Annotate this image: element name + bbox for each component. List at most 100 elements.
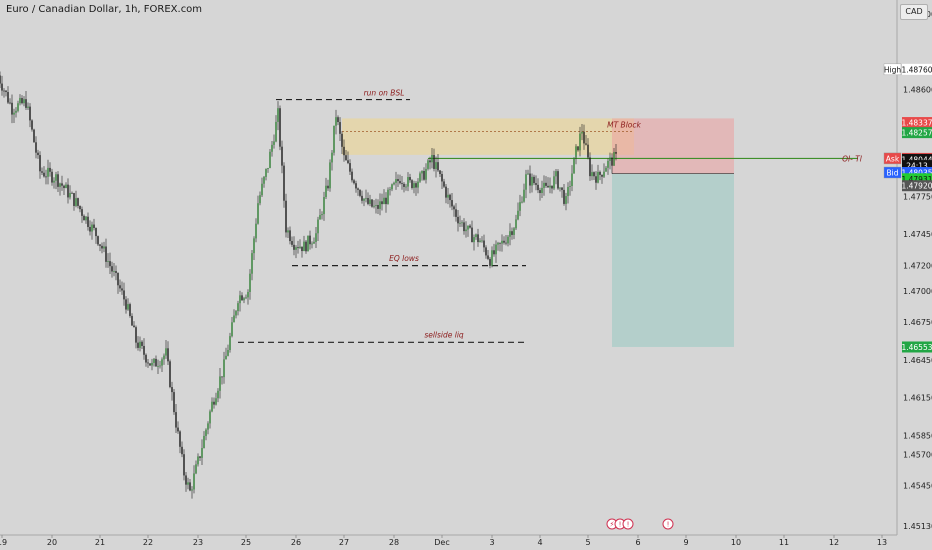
candle[interactable] [81, 206, 83, 223]
candle[interactable] [523, 183, 525, 203]
economic-event-icon[interactable]: ! [662, 518, 674, 530]
candle[interactable] [149, 363, 151, 366]
candle[interactable] [251, 250, 253, 281]
candle[interactable] [607, 158, 609, 175]
candle[interactable] [273, 134, 275, 149]
candle[interactable] [229, 332, 231, 353]
candle[interactable] [383, 189, 385, 205]
candle[interactable] [369, 194, 371, 207]
candle[interactable] [347, 151, 349, 165]
candle[interactable] [57, 171, 59, 193]
candle[interactable] [467, 225, 469, 237]
candle[interactable] [241, 292, 243, 301]
candle[interactable] [321, 211, 323, 220]
candle[interactable] [533, 174, 535, 186]
candle[interactable] [195, 460, 197, 475]
price-tag[interactable]: 1.48337 [901, 117, 932, 129]
candle[interactable] [143, 338, 145, 360]
candle[interactable] [69, 185, 71, 200]
candle[interactable] [603, 163, 605, 179]
candle[interactable] [597, 164, 599, 184]
candle[interactable] [495, 240, 497, 263]
candle[interactable] [0, 71, 1, 89]
candle[interactable] [393, 181, 395, 186]
candle[interactable] [559, 187, 561, 192]
candle[interactable] [263, 175, 265, 188]
candle[interactable] [165, 339, 167, 359]
candle[interactable] [443, 178, 445, 189]
candle[interactable] [461, 220, 463, 227]
candle[interactable] [391, 183, 393, 192]
candle[interactable] [65, 182, 67, 189]
candle[interactable] [483, 234, 485, 253]
annotation-label[interactable]: sellside liq [424, 331, 464, 340]
candle[interactable] [191, 486, 193, 499]
candle[interactable] [417, 178, 419, 194]
candle[interactable] [279, 105, 281, 151]
candle[interactable] [573, 157, 575, 174]
candle[interactable] [83, 214, 85, 221]
candle[interactable] [307, 235, 309, 252]
price-tag[interactable]: 1.46553 [901, 341, 932, 353]
price-tag[interactable]: 1.48257 [901, 127, 932, 139]
candle[interactable] [145, 353, 147, 367]
candle[interactable] [539, 187, 541, 201]
candle[interactable] [525, 169, 527, 199]
candle[interactable] [401, 175, 403, 190]
candle[interactable] [469, 224, 471, 229]
candle[interactable] [463, 218, 465, 235]
candle[interactable] [87, 212, 89, 231]
candle[interactable] [255, 218, 257, 243]
candle[interactable] [183, 449, 185, 481]
candle[interactable] [177, 421, 179, 434]
candle[interactable] [227, 344, 229, 357]
candle[interactable] [333, 125, 335, 156]
candle[interactable] [157, 359, 159, 374]
price-tag[interactable]: 1.48044 [901, 153, 932, 165]
candle[interactable] [131, 313, 133, 326]
candle[interactable] [259, 191, 261, 206]
candle[interactable] [59, 182, 61, 196]
candle[interactable] [419, 171, 421, 183]
candle[interactable] [447, 187, 449, 205]
candle[interactable] [549, 177, 551, 194]
candle[interactable] [613, 147, 615, 166]
candle[interactable] [415, 181, 417, 196]
candle[interactable] [409, 173, 411, 183]
candle[interactable] [77, 197, 79, 209]
candle[interactable] [5, 90, 7, 97]
candle[interactable] [261, 177, 263, 197]
candle[interactable] [21, 95, 23, 105]
candle[interactable] [35, 136, 37, 159]
candle[interactable] [567, 182, 569, 204]
candle[interactable] [175, 404, 177, 434]
candle[interactable] [109, 252, 111, 274]
candle[interactable] [47, 159, 49, 185]
candle[interactable] [99, 244, 101, 252]
candle[interactable] [27, 102, 29, 110]
candle[interactable] [55, 171, 57, 190]
candle[interactable] [323, 191, 325, 221]
candle[interactable] [3, 88, 5, 98]
candle[interactable] [187, 477, 189, 490]
price-tag[interactable]: 24:13 [902, 160, 932, 172]
candle[interactable] [543, 175, 545, 196]
candle[interactable] [413, 180, 415, 194]
candle[interactable] [367, 192, 369, 206]
candle[interactable] [155, 355, 157, 367]
candle[interactable] [43, 166, 45, 178]
candle[interactable] [339, 117, 341, 142]
candle[interactable] [11, 94, 13, 124]
candle[interactable] [303, 235, 305, 252]
candle[interactable] [189, 478, 191, 492]
candle[interactable] [441, 171, 443, 190]
candle[interactable] [381, 193, 383, 211]
candle[interactable] [379, 193, 381, 216]
candle[interactable] [197, 453, 199, 467]
candle[interactable] [465, 221, 467, 238]
candle[interactable] [73, 192, 75, 211]
price-tag[interactable]: Bid 1.48035 [883, 166, 932, 179]
candle[interactable] [129, 302, 131, 318]
candle[interactable] [31, 119, 33, 132]
candle[interactable] [527, 169, 529, 175]
